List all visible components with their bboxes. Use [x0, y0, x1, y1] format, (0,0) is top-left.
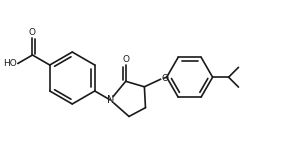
Text: O: O	[122, 55, 129, 64]
Text: HO: HO	[3, 59, 17, 68]
Text: O: O	[162, 74, 169, 83]
Text: O: O	[29, 28, 36, 37]
Text: N: N	[107, 95, 114, 105]
